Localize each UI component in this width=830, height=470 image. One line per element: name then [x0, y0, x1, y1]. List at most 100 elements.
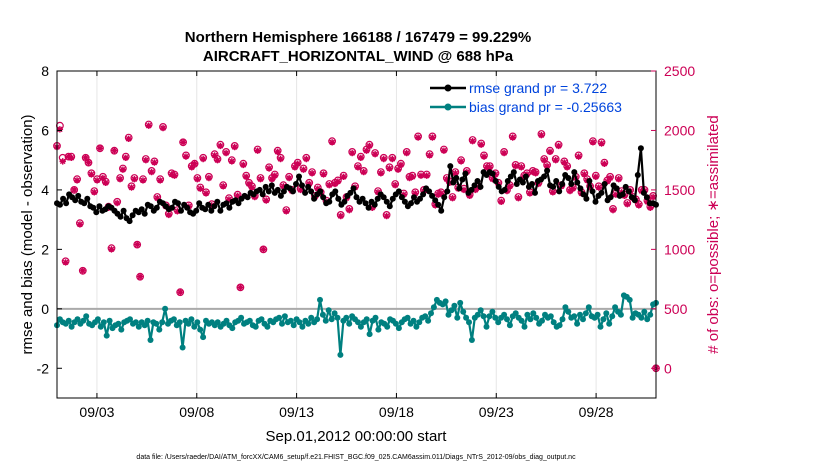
- x-tick-label: 09/28: [579, 404, 614, 420]
- rmse-point: [553, 178, 560, 184]
- rmse-point: [223, 200, 230, 207]
- rmse-point: [580, 191, 587, 198]
- bias-point: [504, 316, 510, 323]
- rmse-point: [335, 195, 342, 202]
- bias-point: [363, 316, 370, 323]
- bias-point: [106, 317, 113, 324]
- rmse-point: [75, 192, 82, 199]
- obs-assimilated-point: [357, 154, 364, 162]
- rmse-point: [90, 204, 97, 211]
- bias-point: [246, 317, 253, 324]
- bias-point: [194, 319, 201, 326]
- obs-assimilated-point: [386, 165, 393, 172]
- rmse-point: [299, 182, 305, 189]
- obs-assimilated-point: [306, 180, 313, 188]
- bias-point: [603, 310, 610, 317]
- bias-point: [252, 323, 259, 330]
- rmse-point: [184, 204, 191, 211]
- bias-series: [54, 292, 659, 358]
- rmse-point: [565, 175, 572, 181]
- bias-point: [559, 316, 566, 323]
- obs-assimilated-point: [575, 153, 582, 160]
- obs-possible-point: [110, 146, 119, 155]
- obs-assimilated-point: [598, 140, 605, 147]
- bias-point: [144, 317, 151, 324]
- obs-assimilated-point: [79, 267, 86, 274]
- obs-assimilated-point: [205, 174, 213, 182]
- obs-assimilated-point: [512, 162, 519, 170]
- obs-assimilated-point: [366, 142, 373, 150]
- obs-assimilated-point: [214, 156, 221, 164]
- bias-point: [486, 313, 493, 320]
- obs-possible-point: [70, 185, 79, 194]
- legend-rmse-label: rmse grand pr = 3.722: [469, 80, 607, 96]
- y-right-tick-label: 2000: [664, 122, 695, 138]
- rmse-point: [432, 197, 439, 204]
- obs-assimilated-point: [649, 193, 657, 201]
- obs-assimilated-point: [426, 152, 433, 159]
- rmse-point: [510, 169, 517, 176]
- obs-assimilated-point: [265, 165, 273, 172]
- rmse-point: [169, 204, 175, 211]
- rmse-point: [147, 203, 154, 210]
- obs-assimilated-point: [179, 139, 187, 146]
- rmse-point: [120, 207, 127, 214]
- obs-assimilated-point: [391, 181, 399, 189]
- x-tick-label: 09/18: [379, 404, 414, 420]
- y-left-tick-label: 4: [41, 182, 49, 198]
- bias-point: [200, 334, 207, 341]
- rmse-point: [141, 210, 148, 217]
- bias-point: [416, 319, 423, 326]
- rmse-point: [383, 198, 390, 205]
- bias-point: [317, 296, 323, 303]
- bias-point: [372, 314, 379, 321]
- bias-point: [556, 322, 563, 329]
- bias-point: [287, 317, 294, 324]
- rmse-point: [462, 170, 469, 177]
- obs-assimilated-point: [529, 168, 536, 176]
- obs-assimilated-point: [624, 200, 631, 208]
- rmse-point: [280, 188, 287, 195]
- bias-point: [533, 314, 540, 321]
- obs-assimilated-point: [113, 199, 121, 207]
- rmse-point: [196, 200, 203, 207]
- bias-point: [100, 319, 107, 326]
- obs-assimilated-point: [394, 166, 402, 173]
- rmse-point: [332, 188, 339, 195]
- obs-assimilated-point: [541, 156, 548, 164]
- obs-possible-point: [176, 288, 185, 297]
- obs-assimilated-point: [65, 153, 72, 160]
- bias-point: [147, 337, 154, 343]
- y-right-tick-label: 2500: [664, 63, 695, 79]
- obs-assimilated-point: [389, 155, 396, 163]
- bias-point: [518, 317, 525, 324]
- bias-point: [454, 314, 461, 321]
- obs-assimilated-point: [492, 171, 499, 178]
- obs-assimilated-point: [99, 174, 107, 182]
- bias-point: [460, 308, 467, 315]
- obs-possible-series: [53, 120, 660, 373]
- rmse-point: [350, 185, 357, 192]
- plot-area: [57, 71, 656, 398]
- x-tick-label: 09/08: [179, 404, 214, 420]
- rmse-point: [81, 200, 88, 207]
- bias-point: [501, 311, 508, 318]
- bias-point: [197, 326, 204, 333]
- bias-point: [74, 316, 81, 323]
- rmse-point: [592, 198, 599, 205]
- bias-point: [647, 311, 654, 318]
- bias-point: [103, 332, 110, 339]
- obs-assimilated-point: [581, 171, 588, 178]
- obs-possible-point: [78, 266, 87, 275]
- obs-assimilated-point: [222, 149, 230, 157]
- obs-assimilated-point: [340, 173, 347, 181]
- obs-assimilated-point: [197, 185, 204, 192]
- bias-point: [474, 311, 481, 318]
- obs-assimilated-point: [466, 192, 473, 200]
- bias-point: [141, 322, 148, 329]
- obs-assimilated-point: [328, 139, 336, 146]
- obs-assimilated-point: [280, 183, 287, 190]
- bias-point: [422, 313, 429, 320]
- rmse-point: [256, 186, 263, 193]
- rmse-point: [326, 198, 333, 205]
